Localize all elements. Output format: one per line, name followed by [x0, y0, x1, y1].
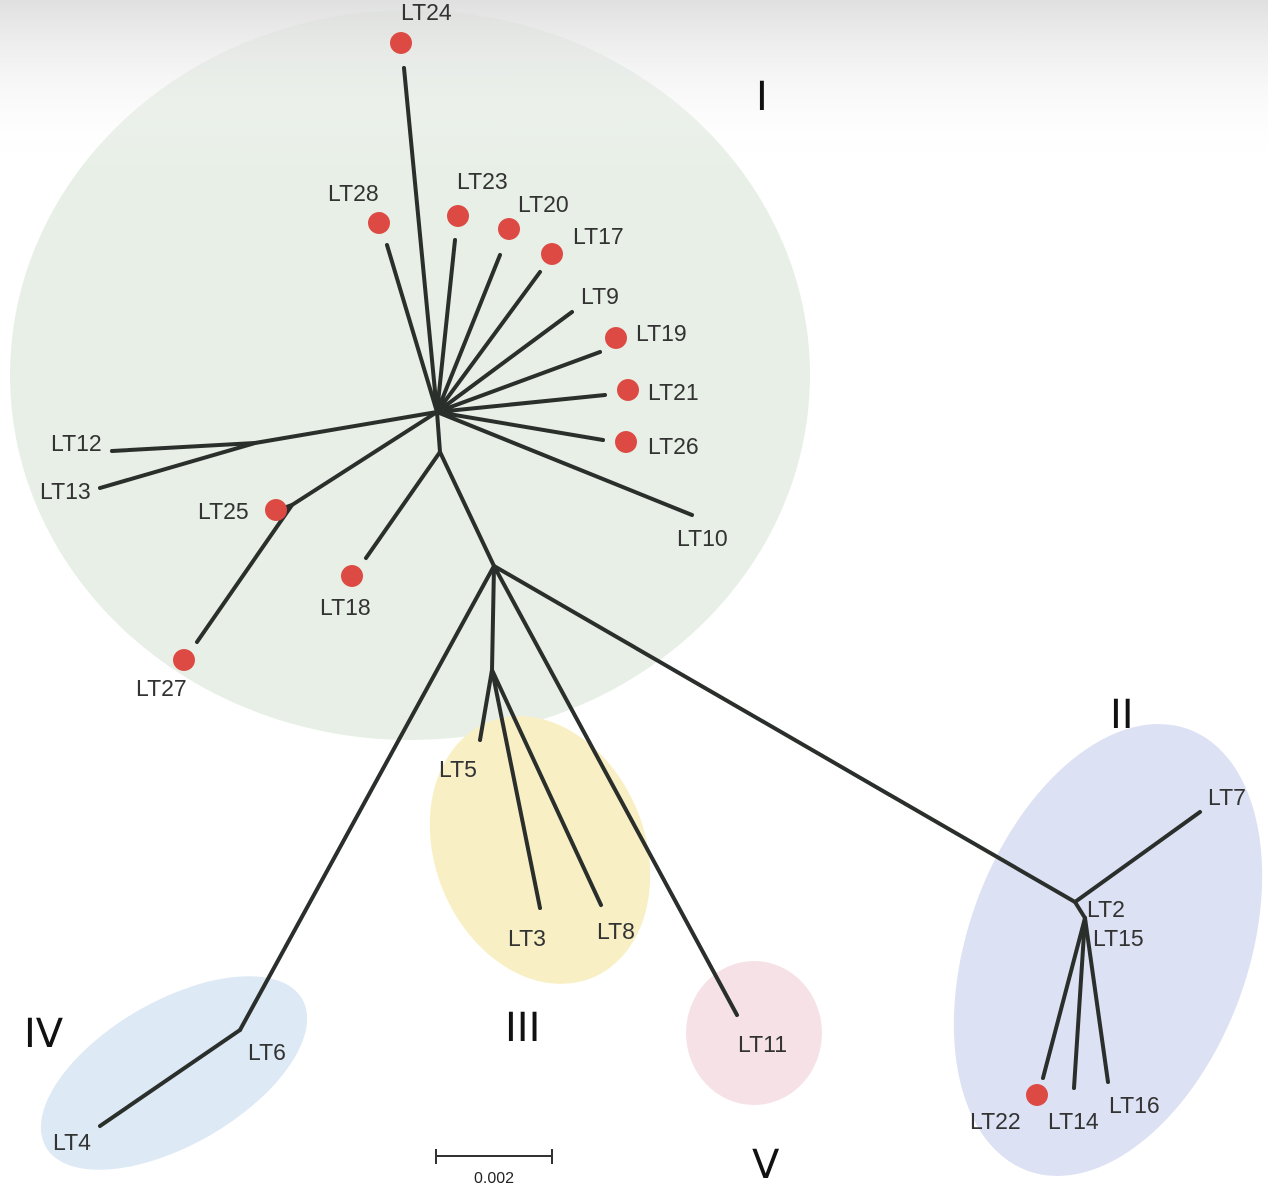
clade-label-III: III	[505, 1005, 540, 1051]
label-LT26: LT26	[648, 433, 699, 459]
label-LT5: LT5	[439, 756, 477, 782]
leaf-labels: LT24 LT28 LT23 LT20 LT17 LT9 LT19 LT21 L…	[40, 0, 1246, 1155]
label-LT11: LT11	[738, 1031, 787, 1057]
scale-bar: 0.002	[435, 1149, 553, 1187]
label-LT9: LT9	[581, 283, 619, 309]
clade-labels: I II III IV V	[24, 74, 1134, 1188]
clade-label-I: I	[756, 74, 768, 120]
label-LT12: LT12	[51, 430, 102, 456]
label-LT8: LT8	[597, 918, 635, 944]
clade-II-region	[953, 724, 1263, 1176]
marker-LT28	[368, 212, 390, 234]
marker-LT26	[615, 431, 637, 453]
label-LT20: LT20	[518, 191, 569, 217]
clade-V-region	[686, 961, 822, 1105]
label-LT19: LT19	[636, 320, 687, 346]
tree-branches	[98, 66, 1202, 1128]
label-LT4: LT4	[53, 1129, 91, 1155]
label-LT23: LT23	[457, 168, 508, 194]
label-LT24: LT24	[401, 0, 452, 25]
clade-label-V: V	[752, 1142, 780, 1188]
label-LT15: LT15	[1093, 925, 1144, 951]
label-LT13: LT13	[40, 478, 91, 504]
label-LT3: LT3	[508, 925, 546, 951]
label-LT16: LT16	[1109, 1092, 1160, 1118]
label-LT28: LT28	[328, 180, 379, 206]
marker-LT24	[390, 32, 412, 54]
label-LT21: LT21	[648, 379, 699, 405]
clade-III-region	[429, 716, 651, 984]
label-LT10: LT10	[677, 525, 728, 551]
marker-LT25	[265, 499, 287, 521]
label-LT6: LT6	[248, 1039, 286, 1065]
clade-I-region	[10, 10, 810, 740]
label-LT2: LT2	[1087, 896, 1125, 922]
leaf-markers	[173, 32, 1048, 1106]
top-shadow	[0, 0, 1268, 170]
label-LT7: LT7	[1208, 784, 1246, 810]
marker-LT19	[605, 327, 627, 349]
label-LT17: LT17	[573, 223, 624, 249]
clade-label-II: II	[1110, 692, 1134, 738]
scale-bar-label: 0.002	[474, 1170, 514, 1187]
label-LT22: LT22	[970, 1108, 1021, 1134]
marker-LT23	[447, 205, 469, 227]
label-LT18: LT18	[320, 594, 371, 620]
marker-LT18	[341, 565, 363, 587]
marker-LT22	[1026, 1084, 1048, 1106]
label-LT25: LT25	[198, 498, 249, 524]
marker-LT20	[498, 218, 520, 240]
label-LT27: LT27	[136, 675, 187, 701]
marker-LT21	[617, 379, 639, 401]
marker-LT27	[173, 649, 195, 671]
label-LT14: LT14	[1048, 1108, 1099, 1134]
clade-label-IV: IV	[24, 1011, 64, 1057]
marker-LT17	[541, 243, 563, 265]
